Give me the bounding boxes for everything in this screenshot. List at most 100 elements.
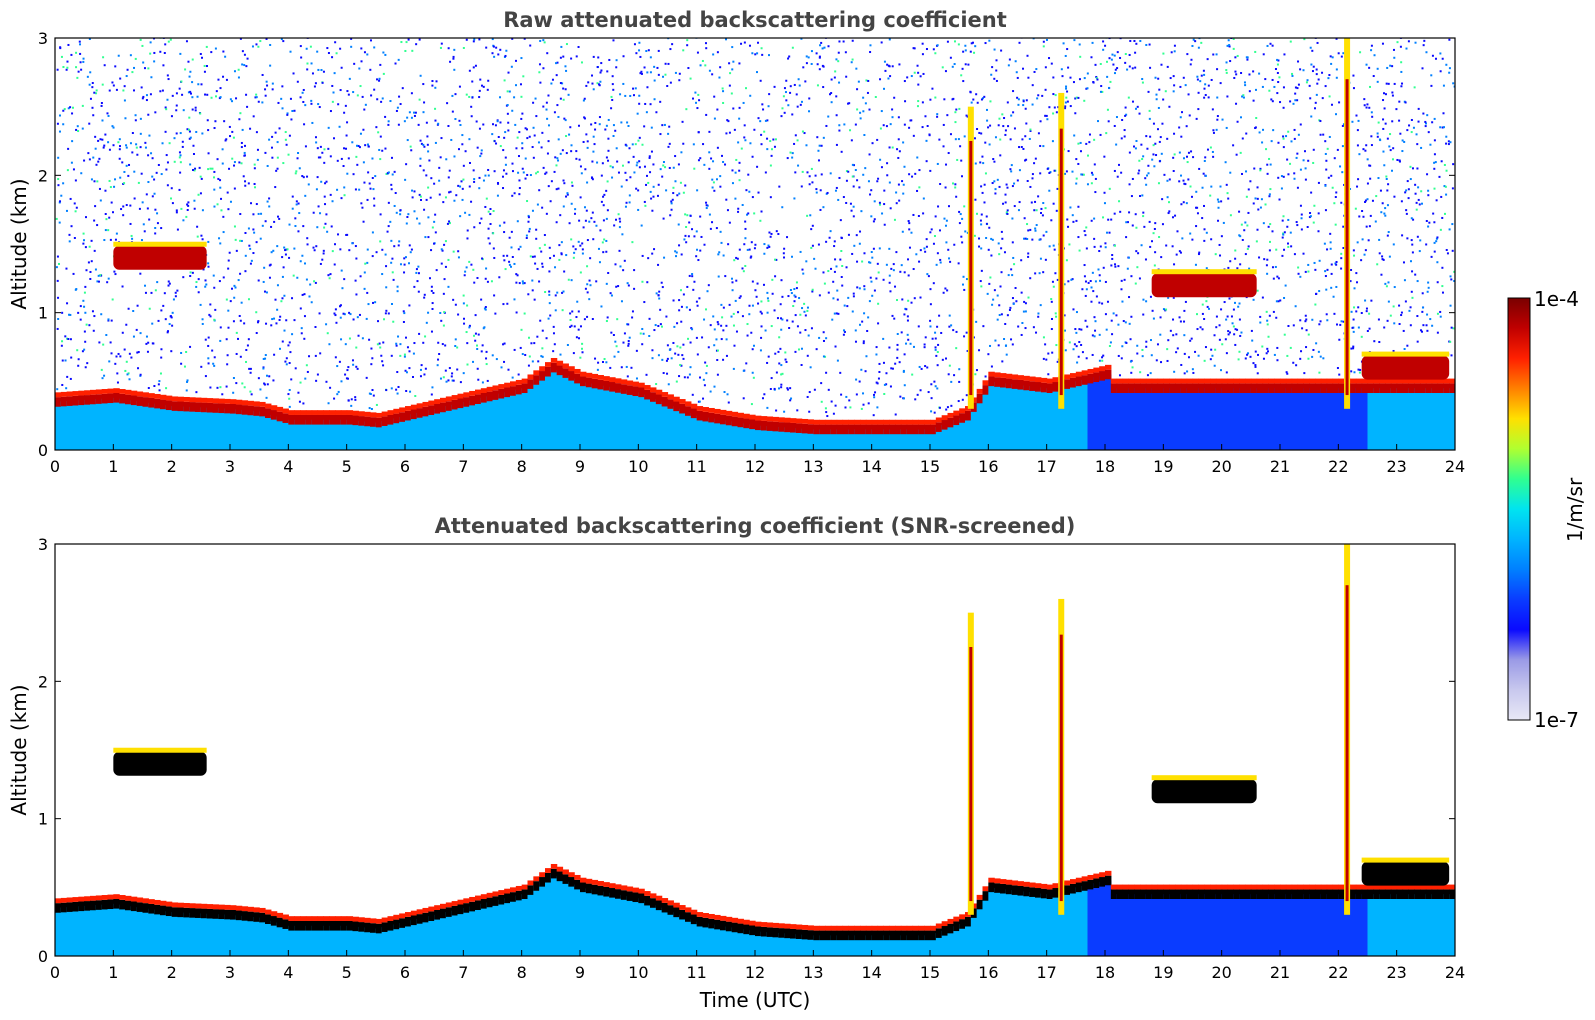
noise-pixel [725, 324, 728, 327]
noise-pixel [153, 385, 156, 388]
noise-pixel [465, 38, 468, 41]
noise-pixel [207, 240, 210, 243]
noise-pixel [239, 272, 242, 275]
noise-pixel [1189, 232, 1192, 235]
noise-pixel [263, 290, 266, 293]
aerosol-cell [1000, 382, 1007, 450]
noise-pixel [331, 250, 334, 253]
noise-pixel [1108, 86, 1111, 89]
layer-top-cell [1215, 383, 1223, 394]
noise-pixel [856, 179, 859, 182]
noise-pixel [135, 328, 138, 331]
layer-edge-cell [1029, 376, 1036, 382]
noise-pixel [306, 62, 309, 65]
layer-edge-cell [142, 392, 149, 398]
noise-pixel [820, 382, 823, 385]
noise-pixel [376, 98, 379, 101]
noise-pixel [434, 107, 437, 110]
noise-pixel [688, 274, 691, 277]
noise-pixel [730, 92, 733, 95]
noise-pixel [780, 115, 783, 118]
noise-pixel [847, 102, 850, 105]
noise-pixel [340, 380, 343, 383]
noise-pixel [1000, 230, 1003, 233]
noise-pixel [295, 200, 298, 203]
noise-pixel [908, 126, 911, 129]
noise-pixel [780, 317, 783, 320]
noise-pixel [108, 360, 111, 363]
noise-pixel [123, 170, 126, 173]
noise-pixel [448, 169, 451, 172]
noise-pixel [340, 197, 343, 200]
aerosol-cell [1005, 383, 1013, 450]
noise-pixel [1113, 54, 1116, 57]
noise-pixel [610, 331, 613, 334]
noise-pixel [990, 254, 993, 257]
noise-pixel [1078, 43, 1081, 46]
noise-pixel [1115, 143, 1118, 146]
noise-pixel [112, 84, 115, 87]
noise-pixel [793, 300, 796, 303]
noise-pixel [814, 267, 817, 270]
noise-pixel [502, 303, 505, 306]
noise-pixel [423, 293, 426, 296]
noise-pixel [440, 31, 442, 33]
noise-pixel [558, 244, 561, 247]
noise-pixel [526, 200, 529, 203]
noise-pixel [957, 400, 960, 403]
noise-pixel [713, 344, 716, 347]
noise-pixel [1061, 75, 1064, 78]
layer-top-cell [1110, 383, 1118, 394]
noise-pixel [237, 68, 240, 71]
noise-pixel [751, 371, 754, 374]
noise-pixel [1149, 30, 1151, 32]
noise-pixel [709, 227, 712, 230]
noise-pixel [139, 373, 142, 376]
noise-pixel [101, 377, 104, 380]
noise-pixel [635, 187, 638, 190]
noise-pixel [503, 136, 506, 139]
noise-pixel [481, 381, 484, 384]
noise-pixel [262, 367, 265, 370]
noise-pixel [646, 71, 649, 74]
noise-pixel [541, 355, 544, 358]
noise-pixel [430, 330, 433, 333]
noise-pixel [678, 244, 681, 247]
noise-pixel [789, 151, 792, 154]
noise-pixel [270, 251, 273, 254]
noise-pixel [937, 343, 940, 346]
noise-pixel [1131, 366, 1134, 369]
noise-pixel [1144, 177, 1147, 180]
noise-pixel [832, 297, 835, 300]
noise-pixel [805, 62, 808, 65]
noise-pixel [873, 218, 876, 221]
noise-pixel [996, 318, 999, 321]
layer-edge-cell [679, 399, 686, 404]
noise-pixel [1048, 57, 1051, 60]
noise-pixel [699, 249, 702, 252]
noise-pixel [285, 357, 288, 360]
noise-pixel [684, 184, 687, 187]
noise-pixel [253, 167, 256, 170]
noise-pixel [252, 213, 255, 216]
noise-pixel [1042, 336, 1045, 339]
noise-pixel [899, 395, 902, 398]
noise-pixel [390, 156, 393, 159]
layer-edge-cell [760, 416, 768, 421]
noise-pixel [162, 64, 165, 67]
layer-edge-cell [66, 391, 74, 397]
noise-pixel [97, 274, 100, 277]
layer-edge-cell [346, 410, 354, 415]
noise-pixel [883, 189, 886, 192]
noise-pixel [722, 101, 725, 104]
noise-pixel [452, 298, 455, 301]
noise-pixel [916, 156, 919, 159]
noise-pixel [675, 251, 678, 254]
noise-pixel [954, 121, 957, 124]
noise-pixel [755, 71, 758, 74]
noise-pixel [880, 110, 883, 113]
noise-pixel [178, 151, 181, 154]
noise-pixel [725, 338, 728, 341]
aerosol-cell [1175, 388, 1182, 450]
layer-top-cell [160, 399, 167, 410]
